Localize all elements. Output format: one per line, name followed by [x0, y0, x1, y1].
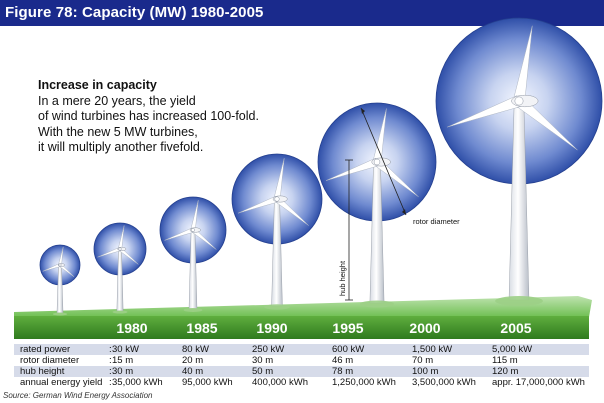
- turbine-hub: [58, 263, 62, 267]
- intro-heading: Increase in capacity: [38, 78, 157, 92]
- data-row: rotor diameter:15 m 20 m 30 m 46 m 70 m 115 m: [14, 355, 589, 366]
- row-colon: :: [109, 366, 112, 377]
- row-shade: [14, 366, 589, 377]
- row-colon: :: [109, 377, 112, 388]
- row-value: 400,000 kWh: [252, 377, 308, 388]
- row-value: 15 m: [112, 355, 134, 366]
- turbine-hub: [191, 228, 195, 232]
- row-label: hub height: [20, 366, 65, 377]
- year-label: 2005: [500, 320, 532, 336]
- wind-turbine: [435, 17, 603, 306]
- data-row: annual energy yield:35,000 kWh 95,000 kWh…: [14, 377, 589, 388]
- row-value: 5,000 kW: [492, 344, 533, 355]
- year-label: 1995: [332, 320, 364, 336]
- rotor-diameter-annotation: [360, 107, 407, 216]
- ground-band: [14, 296, 592, 339]
- row-label: annual energy yield: [20, 377, 103, 388]
- row-label: rotor diameter: [20, 355, 80, 366]
- row-value: 80 kW: [182, 344, 209, 355]
- row-colon: :: [109, 344, 112, 355]
- row-value: 50 m: [252, 366, 274, 377]
- row-value: 250 kW: [252, 344, 285, 355]
- turbine-hub: [514, 96, 524, 106]
- row-value: 30 kW: [112, 344, 139, 355]
- tower-base: [360, 300, 394, 308]
- year-label: 2000: [409, 320, 441, 336]
- wind-turbine: [93, 222, 147, 314]
- wind-turbine: [317, 102, 437, 308]
- row-value: 20 m: [182, 355, 204, 366]
- row-value: 30 m: [112, 366, 134, 377]
- intro-line: of wind turbines has increased 100-fold.: [38, 109, 259, 123]
- tower-base: [112, 310, 128, 314]
- hub-height-annotation: [345, 159, 353, 301]
- turbine-hub: [373, 158, 381, 166]
- tower-base: [183, 308, 203, 312]
- row-value: 35,000 kWh: [112, 377, 163, 388]
- data-row: hub height:30 m 40 m 50 m 78 m 100 m 120 m: [14, 366, 589, 377]
- turbine-hub: [118, 247, 122, 251]
- row-value: 46 m: [332, 355, 354, 366]
- row-value: 40 m: [182, 366, 204, 377]
- figure-title-bar: Figure 78: Capacity (MW) 1980-2005: [0, 0, 604, 26]
- row-value: 120 m: [492, 366, 519, 377]
- intro-line: it will multiply another fivefold.: [38, 140, 204, 154]
- row-colon: :: [109, 355, 112, 366]
- intro-line: With the new 5 MW turbines,: [38, 124, 198, 139]
- row-value: 115 m: [492, 355, 518, 366]
- row-label: rated power: [20, 344, 71, 355]
- row-value: 78 m: [332, 366, 354, 377]
- data-row: rated power:30 kW 80 kW 250 kW 600 kW 1,500 …: [14, 344, 589, 355]
- row-value: 70 m: [412, 355, 434, 366]
- year-label: 1985: [186, 320, 218, 336]
- row-value: 1,250,000 kWh: [332, 377, 396, 388]
- tower-base: [52, 312, 68, 316]
- turbine-hub: [274, 196, 280, 202]
- row-value: 3,500,000 kWh: [412, 377, 476, 388]
- source-note: Source: German Wind Energy Association: [3, 391, 153, 400]
- year-label: 1990: [256, 320, 288, 336]
- rotor-diameter-label: rotor diameter: [413, 217, 460, 226]
- intro-line: In a mere 20 years, the yield: [38, 93, 196, 108]
- intro-text: Increase in capacity In a mere 20 years,…: [38, 78, 259, 156]
- hub-height-label: hub height: [338, 260, 347, 296]
- figure-title: Figure 78: Capacity (MW) 1980-2005: [5, 4, 264, 21]
- wind-turbine: [231, 153, 323, 310]
- row-value: appr. 17,000,000 kWh: [492, 377, 585, 388]
- row-value: 600 kW: [332, 344, 365, 355]
- tower-base: [264, 304, 290, 310]
- wind-turbine: [159, 196, 227, 312]
- row-value: 100 m: [412, 366, 439, 377]
- row-value: 1,500 kW: [412, 344, 453, 355]
- row-shade: [14, 344, 589, 355]
- tower-base: [495, 296, 543, 306]
- year-label: 1980: [116, 320, 148, 336]
- row-value: 30 m: [252, 355, 274, 366]
- row-value: 95,000 kWh: [182, 377, 233, 388]
- wind-turbine: [39, 244, 81, 316]
